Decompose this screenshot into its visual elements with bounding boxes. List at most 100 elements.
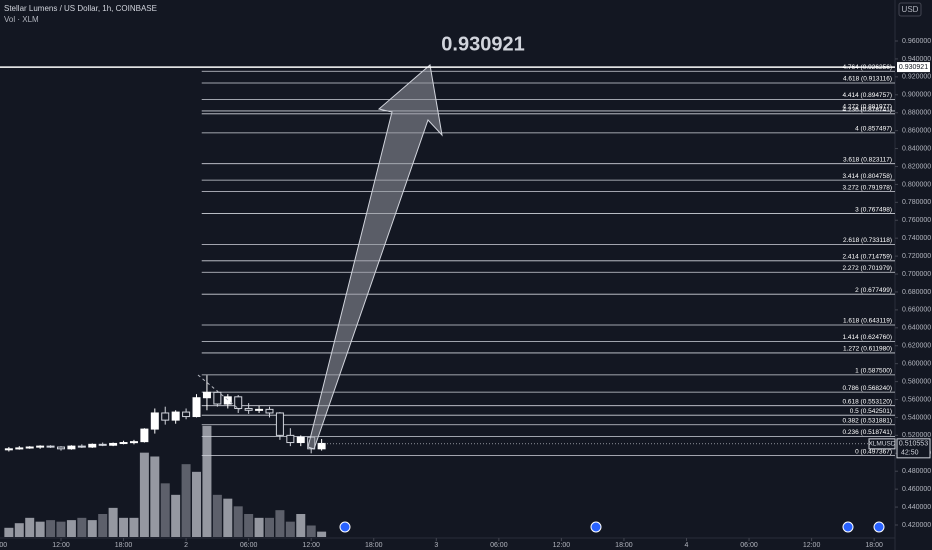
y-tick-label: 0.840000 — [902, 145, 931, 152]
volume-bar — [285, 521, 295, 537]
candle-body — [25, 446, 34, 449]
target-tag — [897, 62, 930, 73]
candle-body — [296, 436, 305, 444]
event-icon[interactable] — [339, 521, 351, 533]
x-tick-label: 18:00 — [365, 542, 383, 549]
x-tick-label: 12:00 — [52, 542, 70, 549]
target-tag-label: 0.930921 — [899, 64, 928, 71]
volume-bar — [264, 517, 274, 537]
x-tick-label: 12:00 — [302, 542, 320, 549]
y-tick-label: 0.720000 — [902, 253, 931, 260]
plot: 0 (0.497367) 0.236 (0.518741) 0.382 (0.531… — [4, 64, 895, 537]
fib-label: 3.618 (0.823117) — [843, 156, 892, 163]
countdown: 42:50 — [901, 450, 919, 457]
fib-label: 3.414 (0.804758) — [842, 173, 892, 180]
y-tick-label: 0.820000 — [902, 163, 931, 170]
subtitle: Vol · XLM — [4, 15, 39, 24]
candle-body — [67, 445, 76, 450]
candle-body — [77, 445, 86, 448]
x-tick-label: 06:00 — [240, 542, 258, 549]
volume-bar — [98, 514, 108, 537]
volume-bar — [14, 523, 24, 537]
fib-label: 0.5 (0.542501) — [850, 408, 892, 415]
volume-bar — [46, 520, 56, 537]
y-tick-label: 0.620000 — [902, 343, 931, 350]
candle-body — [56, 446, 65, 450]
volume-bar — [275, 510, 285, 537]
y-tick-label: 0.900000 — [902, 92, 931, 99]
y-tick-label: 0.520000 — [902, 432, 931, 439]
y-tick-label: 0.920000 — [902, 74, 931, 81]
candle-body — [192, 397, 201, 418]
candle-body — [98, 443, 107, 446]
candle-body — [182, 411, 191, 418]
candle-body — [46, 445, 55, 448]
candle-body — [171, 411, 180, 421]
fib-label: 0.382 (0.531881) — [842, 417, 892, 424]
candle-body — [275, 412, 284, 436]
fib-label: 2.272 (0.701979) — [842, 265, 892, 272]
y-tick-label: 0.560000 — [902, 396, 931, 403]
fib-label: 1.618 (0.643119) — [843, 318, 892, 325]
x-tick-label: 12:00 — [803, 542, 821, 549]
candle-body — [265, 408, 274, 414]
candle-body — [129, 441, 138, 444]
fib-label: 1.272 (0.611980) — [843, 346, 892, 353]
event-icon[interactable] — [842, 521, 854, 533]
y-tick-label: 0.960000 — [902, 38, 931, 45]
y-tick-label: 0.540000 — [902, 414, 931, 421]
x-tick-label: 06:00 — [490, 542, 508, 549]
y-tick-label: 0.780000 — [902, 199, 931, 206]
candle-body — [4, 448, 13, 451]
x-tick-label: 4 — [685, 542, 689, 549]
fib-label: 0.786 (0.568240) — [842, 385, 892, 392]
fib-label: 2.618 (0.733118) — [843, 237, 892, 244]
y-tick-label: 0.800000 — [902, 181, 931, 188]
volume-bar — [25, 517, 35, 537]
symbol-tag — [868, 438, 896, 450]
fib-label: 2.414 (0.714759) — [842, 254, 892, 261]
projection-arrow — [307, 64, 443, 450]
candle-body — [140, 428, 149, 443]
volume-bar — [223, 498, 233, 537]
event-icons — [339, 521, 885, 533]
volume-bar — [35, 521, 45, 537]
fib-label: 0.236 (0.518741) — [842, 429, 892, 436]
candle-body — [213, 391, 222, 405]
volume-bar — [254, 517, 264, 537]
currency-box — [898, 2, 922, 17]
candle-body — [317, 442, 326, 450]
x-tick-label: 18:00 — [865, 542, 883, 549]
fib-label: 4.414 (0.894757) — [842, 92, 892, 99]
y-tick-label: 0.860000 — [902, 127, 931, 134]
x-tick-label: 3 — [434, 542, 438, 549]
volume-bar — [160, 483, 170, 537]
volume-bar — [192, 471, 202, 537]
volume-bar — [66, 520, 76, 537]
candle-body — [234, 396, 243, 409]
symbol-label: XLMUSD — [868, 441, 895, 448]
x-tick-label: 18:00 — [115, 542, 133, 549]
y-tick-label: 0.760000 — [902, 217, 931, 224]
volume-bar — [56, 521, 66, 537]
last-price-tag — [896, 438, 931, 459]
y-tick-label: 0.940000 — [902, 56, 931, 63]
event-icon[interactable] — [590, 521, 602, 533]
y-tick-label: 0.440000 — [902, 504, 931, 511]
fib-label: 4.236 (0.878741) — [842, 107, 892, 114]
event-icon[interactable] — [873, 521, 885, 533]
volume-bar — [150, 456, 160, 537]
x-tick-label: 12:00 — [553, 542, 571, 549]
fib-label: 3 (0.767498) — [855, 206, 892, 213]
volume-bar — [171, 494, 181, 537]
y-tick-label: 0.740000 — [902, 235, 931, 242]
y-tick-label: 0.600000 — [902, 361, 931, 368]
y-tick-label: 0.660000 — [902, 307, 931, 314]
y-tick-label: 0.680000 — [902, 289, 931, 296]
volume-bar — [77, 517, 87, 537]
y-tick-label: 0.880000 — [902, 110, 931, 117]
fib-label: 4.618 (0.913116) — [843, 76, 892, 83]
